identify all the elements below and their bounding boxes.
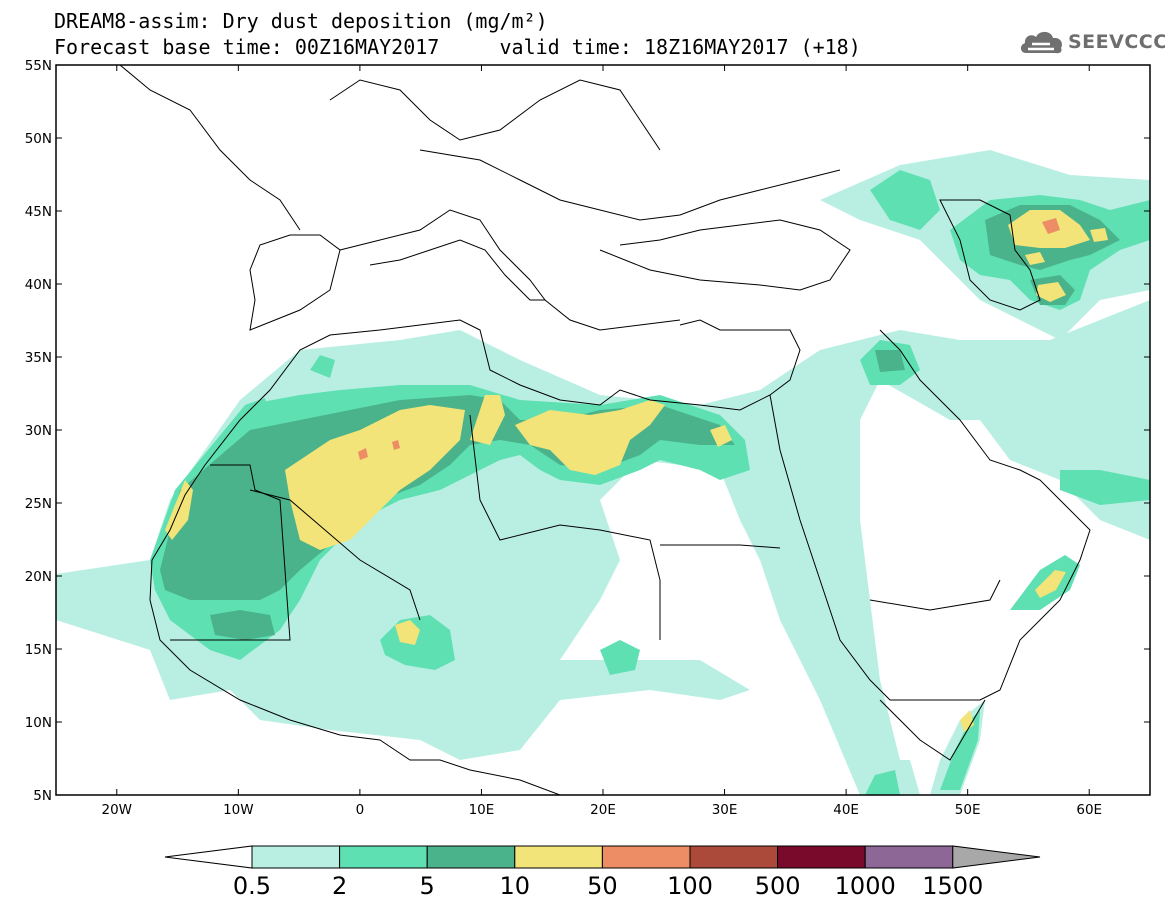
colorbar-level-label: 1500 — [922, 872, 983, 900]
lat-tick-label: 20N — [25, 569, 52, 585]
longitude-axis: 20W 10W 0 10E 20E 30E 40E 50E 60E — [102, 65, 1102, 818]
seevccc-logo: SEEVCCC — [1018, 27, 1165, 57]
lat-tick-label: 45N — [25, 204, 52, 220]
lat-tick-label: 30N — [25, 423, 52, 439]
colorbar-swatch — [601, 845, 691, 869]
colorbar-level-label: 50 — [587, 872, 618, 900]
deposition-level-50 — [358, 218, 1060, 460]
deposition-level-10 — [165, 210, 1108, 732]
coastlines — [119, 65, 1091, 795]
lat-tick-label: 35N — [25, 350, 52, 366]
lat-tick-label: 25N — [25, 496, 52, 512]
latitude-axis: 55N 50N 45N 40N 35N 30N 25N 20N 15N 10N 5N — [25, 58, 1150, 804]
lon-tick-label: 30E — [712, 802, 738, 818]
cloud-icon — [1020, 31, 1063, 54]
colorbar-swatch — [864, 845, 954, 869]
forecast-time-line: Forecast base time: 00Z16MAY2017 valid t… — [54, 35, 861, 59]
colorbar-level-label: 10 — [500, 872, 531, 900]
lat-tick-label: 5N — [33, 788, 52, 804]
lat-tick-label: 55N — [25, 58, 52, 74]
lon-tick-label: 0 — [356, 802, 365, 818]
lon-tick-label: 60E — [1076, 802, 1102, 818]
colorbar-over-triangle — [952, 845, 1041, 869]
color-legend: 0.5 2 5 10 50 100 500 1000 1500 — [164, 845, 1041, 900]
map-title: DREAM8-assim: Dry dust deposition (mg/m²… — [54, 9, 548, 33]
colorbar-swatch — [251, 845, 341, 869]
lon-tick-label: 10W — [223, 802, 254, 818]
colorbar-level-label: 2 — [332, 872, 347, 900]
lat-tick-label: 15N — [25, 642, 52, 658]
colorbar-level-label: 100 — [667, 872, 713, 900]
lon-tick-label: 10E — [469, 802, 495, 818]
colorbar-level-label: 0.5 — [233, 872, 271, 900]
lat-tick-label: 50N — [25, 131, 52, 147]
lon-tick-label: 50E — [955, 802, 981, 818]
colorbar-under-triangle — [164, 845, 253, 869]
colorbar-swatch — [514, 845, 603, 869]
lat-tick-label: 40N — [25, 277, 52, 293]
lat-tick-label: 10N — [25, 715, 52, 731]
colorbar-swatch — [426, 845, 516, 869]
colorbar-swatch — [689, 845, 779, 869]
lon-tick-label: 20E — [590, 802, 616, 818]
colorbar-level-label: 5 — [420, 872, 435, 900]
logo-text: SEEVCCC — [1068, 31, 1165, 53]
colorbar-swatch — [777, 845, 866, 869]
lon-tick-label: 20W — [102, 802, 133, 818]
colorbar-swatch — [339, 845, 428, 869]
colorbar-level-label: 1000 — [835, 872, 896, 900]
lon-tick-label: 40E — [833, 802, 859, 818]
colorbar-level-label: 500 — [755, 872, 801, 900]
map-area — [56, 65, 1150, 795]
